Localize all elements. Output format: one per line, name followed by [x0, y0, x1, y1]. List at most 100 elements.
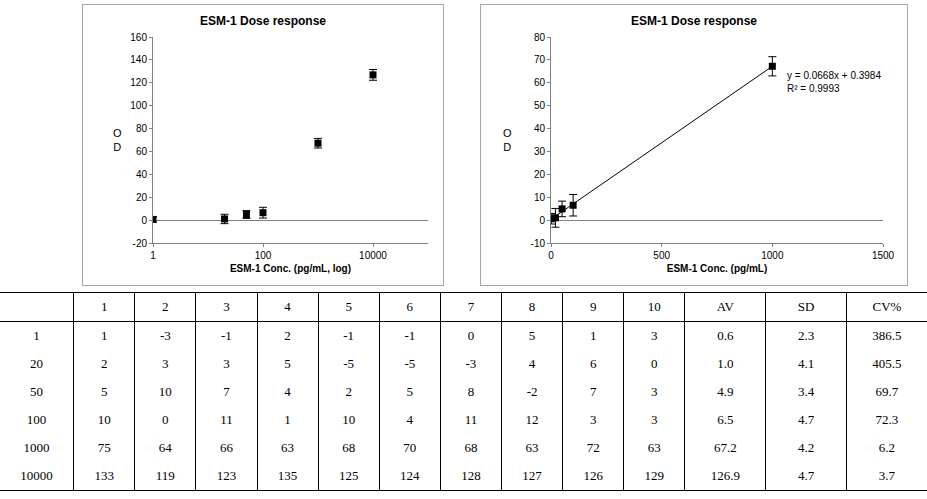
svg-text:60: 60	[534, 77, 546, 88]
svg-text:20: 20	[136, 192, 148, 203]
svg-text:30: 30	[534, 146, 546, 157]
svg-text:70: 70	[534, 54, 546, 65]
svg-text:80: 80	[136, 123, 148, 134]
html-text:63: 63	[525, 440, 539, 455]
html-text:-1: -1	[343, 328, 355, 343]
html-text:75: 75	[97, 440, 111, 455]
svg-text:1500: 1500	[872, 250, 895, 261]
html-text:6.5: 6.5	[717, 412, 734, 427]
html-text:70: 70	[403, 440, 417, 455]
html-text:1: 1	[100, 299, 108, 314]
html-text:4.7: 4.7	[798, 468, 815, 483]
html-text:3.4: 3.4	[798, 384, 815, 399]
svg-text:10: 10	[534, 192, 546, 203]
html-text:72.3: 72.3	[875, 412, 899, 427]
html-text:1000: 1000	[23, 440, 50, 455]
html-text:123: 123	[216, 468, 237, 483]
svg-text:-20: -20	[133, 238, 148, 249]
html-text:10000: 10000	[20, 468, 53, 483]
html-text:0.6: 0.6	[717, 328, 734, 343]
html-text:12: 12	[525, 412, 539, 427]
svg-text:50: 50	[534, 100, 546, 111]
html-text:-3: -3	[159, 328, 171, 343]
svg-text:60: 60	[136, 146, 148, 157]
html-text:9: 9	[589, 299, 597, 314]
html-text:-2: -2	[526, 384, 538, 399]
html-text:20: 20	[30, 356, 44, 371]
html-text:64: 64	[158, 440, 172, 455]
html-text:4.1: 4.1	[798, 356, 815, 371]
svg-text:y = 0.0668x + 0.3984R² = 0.999: y = 0.0668x + 0.3984R² = 0.9993	[787, 70, 881, 94]
svg-text:100: 100	[255, 250, 272, 261]
svg-text:0: 0	[539, 215, 545, 226]
svg-text:80: 80	[534, 32, 546, 43]
html-text:135: 135	[277, 468, 298, 483]
svg-text:100: 100	[130, 100, 147, 111]
html-text:6: 6	[406, 299, 414, 314]
html-text:63: 63	[281, 440, 295, 455]
html-text:127: 127	[522, 468, 542, 483]
html-text:100: 100	[26, 412, 47, 427]
html-text:11: 11	[220, 412, 233, 427]
html-text:-1: -1	[404, 328, 416, 343]
svg-text:1: 1	[150, 250, 156, 261]
html-text:-5: -5	[343, 356, 355, 371]
svg-text:OD: OD	[113, 127, 122, 153]
html-text:7: 7	[467, 299, 475, 314]
html-text:-1: -1	[221, 328, 232, 343]
svg-text:OD: OD	[503, 127, 512, 153]
svg-text:0: 0	[141, 215, 147, 226]
svg-text:1000: 1000	[761, 250, 784, 261]
svg-text:40: 40	[136, 169, 148, 180]
svg-text:ESM-1 Dose response: ESM-1 Dose response	[200, 14, 326, 28]
svg-text:10000: 10000	[359, 250, 387, 261]
html-text:11: 11	[464, 412, 478, 427]
html-text:1.0: 1.0	[717, 356, 734, 371]
html-text:66: 66	[219, 440, 233, 455]
svg-text:120: 120	[130, 77, 147, 88]
html-text:10: 10	[342, 412, 356, 427]
html-text:10: 10	[158, 384, 172, 399]
html-text:2.3: 2.3	[798, 328, 815, 343]
svg-text:0: 0	[548, 250, 554, 261]
svg-text:140: 140	[130, 54, 147, 65]
html-text:50: 50	[30, 384, 44, 399]
html-text:-3: -3	[465, 356, 477, 371]
html-text:68: 68	[464, 440, 478, 455]
html-text:125: 125	[338, 468, 359, 483]
html-text:124: 124	[400, 468, 420, 483]
html-text:133: 133	[94, 468, 114, 483]
html-text:126.9: 126.9	[710, 468, 740, 483]
html-text:67.2: 67.2	[714, 440, 737, 455]
html-text:128: 128	[461, 468, 481, 483]
html-text:129: 129	[644, 468, 665, 483]
html-text:CV%: CV%	[872, 299, 902, 314]
html-text:4.2: 4.2	[798, 440, 815, 455]
html-text:72: 72	[586, 440, 600, 455]
html-text:3.7: 3.7	[878, 468, 896, 483]
html-text:AV: AV	[716, 299, 734, 314]
svg-text:500: 500	[653, 250, 670, 261]
html-text:SD: SD	[797, 299, 815, 314]
html-text:6.2: 6.2	[878, 440, 896, 455]
svg-text:-10: -10	[531, 238, 546, 249]
html-text:69.7: 69.7	[875, 384, 899, 399]
html-text:63: 63	[647, 440, 661, 455]
html-text:386.5: 386.5	[872, 328, 902, 343]
svg-text:160: 160	[130, 32, 147, 43]
html-text:4.7: 4.7	[798, 412, 815, 427]
html-text:119: 119	[155, 468, 175, 483]
html-text:-5: -5	[404, 356, 416, 371]
html-text:68: 68	[342, 440, 356, 455]
svg-text:40: 40	[534, 123, 546, 134]
html-text:10: 10	[647, 299, 661, 314]
svg-text:ESM-1 Conc. (pg/mL): ESM-1 Conc. (pg/mL)	[667, 263, 768, 274]
svg-text:ESM-1 Dose response: ESM-1 Dose response	[631, 14, 757, 28]
svg-text:ESM-1 Conc. (pg/mL, log): ESM-1 Conc. (pg/mL, log)	[230, 263, 351, 274]
html-text:4.9: 4.9	[717, 384, 734, 399]
html-text:10: 10	[97, 412, 111, 427]
html-text:405.5: 405.5	[872, 356, 902, 371]
html-text:8: 8	[528, 299, 536, 314]
html-text:126: 126	[583, 468, 603, 483]
svg-text:20: 20	[534, 169, 546, 180]
